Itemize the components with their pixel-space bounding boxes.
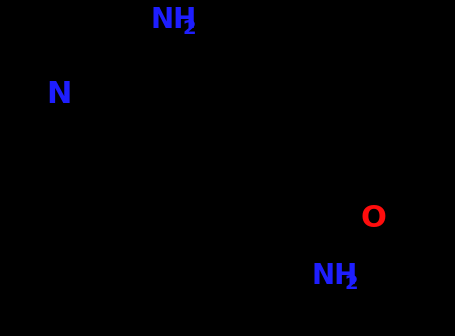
Text: 2: 2 [183,19,197,38]
Text: N: N [46,80,72,109]
Text: NH: NH [312,261,358,290]
Text: 2: 2 [344,275,358,293]
Text: NH: NH [150,6,197,34]
Text: O: O [360,204,386,233]
